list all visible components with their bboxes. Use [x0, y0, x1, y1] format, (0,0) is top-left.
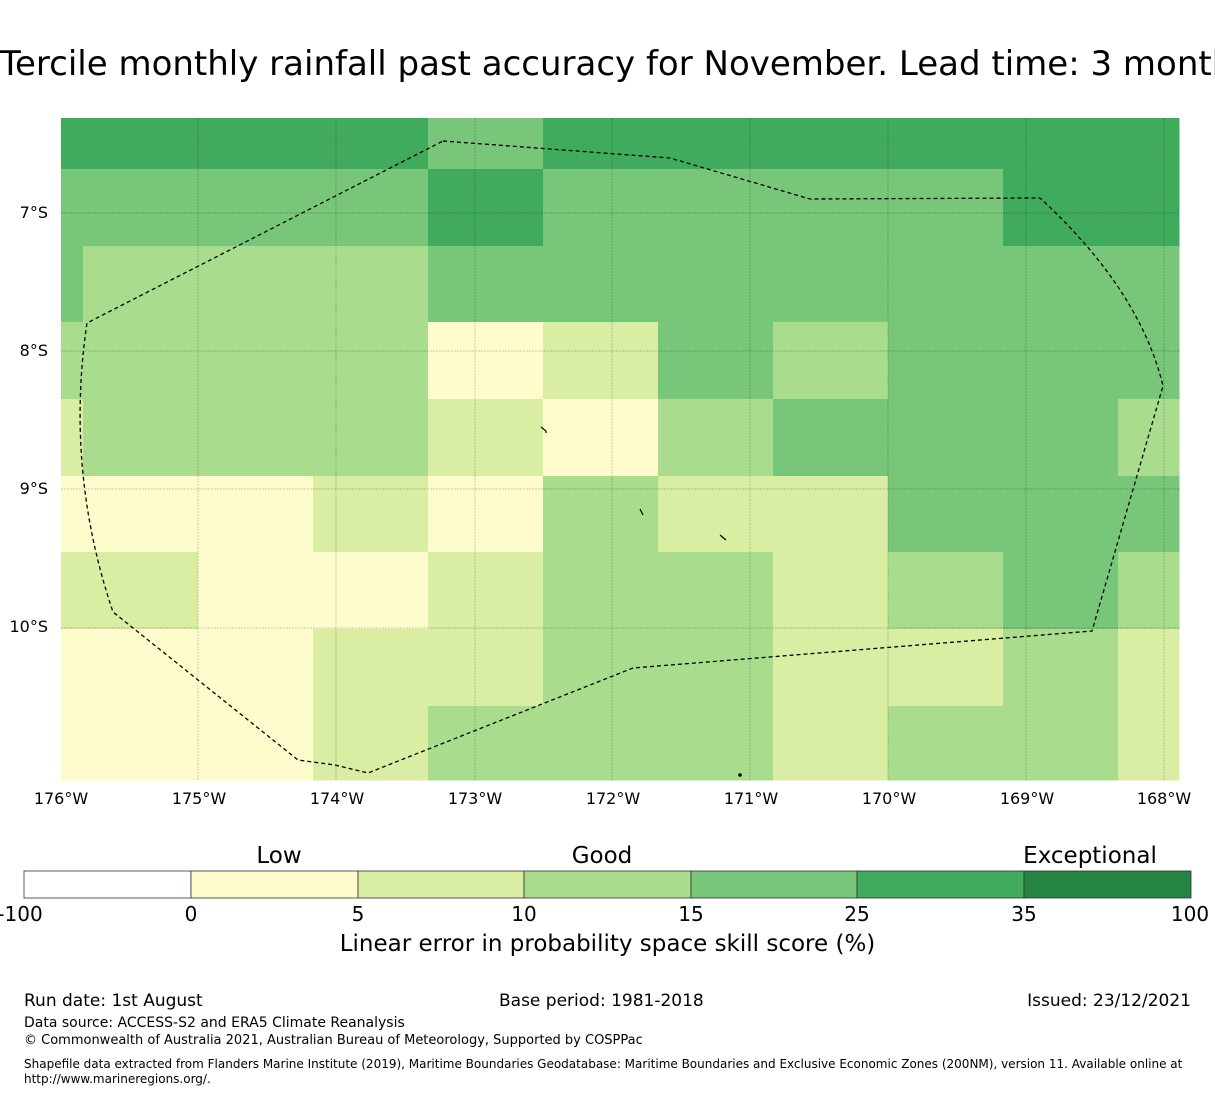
shapefile-url: http://www.marineregions.org/.	[24, 1072, 211, 1086]
colorbar-swatch	[23, 870, 192, 899]
skill-cell	[1118, 552, 1180, 630]
skill-cell	[543, 629, 774, 707]
lat-label: 10°S	[9, 617, 48, 636]
colorbar-swatch	[357, 870, 525, 899]
skill-cell	[428, 552, 544, 630]
skill-score-grid	[61, 118, 1180, 781]
skill-cell	[61, 476, 314, 553]
colorbar-tick: 10	[511, 902, 537, 926]
skill-cell	[428, 246, 1180, 323]
atoll-mark	[639, 508, 644, 516]
lon-label: 170°W	[861, 789, 917, 808]
skill-cell	[83, 399, 429, 477]
skill-cell	[313, 476, 429, 553]
skill-cell	[773, 629, 1004, 707]
data-source: Data source: ACCESS-S2 and ERA5 Climate …	[24, 1015, 405, 1031]
lon-label: 169°W	[999, 789, 1055, 808]
skill-cell	[888, 552, 1004, 630]
colorbar-tick: 25	[844, 902, 870, 926]
gridlines	[61, 118, 1179, 780]
run-date: Run date: 1st August	[24, 991, 203, 1011]
lon-label: 168°W	[1136, 789, 1192, 808]
skill-cell	[543, 322, 659, 400]
skill-cell	[61, 706, 314, 781]
lon-label: 173°W	[447, 789, 503, 808]
lon-label: 174°W	[309, 789, 365, 808]
colorbar-tick: 35	[1011, 902, 1037, 926]
skill-cell	[658, 476, 889, 553]
lat-label: 9°S	[19, 479, 48, 498]
skill-cell	[543, 118, 1180, 170]
skill-cell	[313, 629, 544, 707]
colorbar-tick: 15	[678, 902, 704, 926]
atoll-mark	[738, 773, 742, 777]
skill-cell	[543, 552, 774, 630]
colorbar-category-low: Low	[256, 843, 302, 869]
skill-cell	[543, 169, 1004, 247]
skill-cell	[1003, 629, 1119, 707]
atoll-mark	[540, 426, 547, 433]
skill-cell	[313, 706, 429, 781]
skill-cell	[773, 552, 889, 630]
map-title: Tercile monthly rainfall past accuracy f…	[0, 44, 1215, 84]
skill-cell	[428, 706, 774, 781]
base-period: Base period: 1981-2018	[499, 991, 704, 1011]
colorbar-label: Linear error in probability space skill …	[339, 931, 876, 957]
skill-cell	[428, 169, 544, 247]
skill-cell	[1003, 169, 1180, 247]
colorbar-tick: 100	[1170, 902, 1210, 926]
skill-cell	[543, 476, 659, 553]
lon-label: 176°W	[33, 789, 89, 808]
skill-cell	[888, 706, 1119, 781]
lat-label: 7°S	[19, 203, 48, 222]
atoll-marks	[540, 426, 742, 777]
skill-cell	[61, 118, 429, 170]
skill-cell	[61, 246, 84, 323]
skill-cell	[61, 629, 314, 707]
shapefile-credit: Shapefile data extracted from Flanders M…	[24, 1057, 1183, 1071]
colorbar-swatch	[856, 870, 1025, 899]
colorbar	[23, 870, 1192, 899]
colorbar-swatch	[190, 870, 359, 899]
skill-cell	[658, 399, 774, 477]
atoll-mark	[719, 534, 727, 541]
colorbar-tick: -100	[0, 902, 43, 926]
skill-cell	[1118, 399, 1180, 477]
skill-cell	[888, 476, 1180, 553]
colorbar-tick: 5	[351, 902, 365, 926]
skill-cell	[773, 399, 1119, 477]
skill-cell	[773, 706, 889, 781]
colorbar-category-exceptional: Exceptional	[1023, 843, 1157, 869]
skill-cell	[61, 169, 429, 247]
skill-cell	[888, 322, 1180, 400]
skill-cell	[198, 552, 429, 630]
eez-boundary	[79, 140, 1164, 774]
skill-cell	[543, 399, 659, 477]
colorbar-category-good: Good	[571, 843, 633, 869]
skill-cell	[428, 322, 544, 400]
skill-cell	[428, 399, 544, 477]
colorbar-tick: 0	[184, 902, 198, 926]
skill-cell	[1118, 706, 1180, 781]
lon-label: 175°W	[171, 789, 227, 808]
skill-cell	[1003, 552, 1119, 630]
issued-date: Issued: 23/12/2021	[1027, 991, 1191, 1011]
skill-cell	[61, 552, 199, 630]
colorbar-swatch	[690, 870, 858, 899]
skill-cell	[773, 322, 889, 400]
skill-cell	[61, 322, 429, 400]
lat-label: 8°S	[19, 341, 48, 360]
skill-cell	[1118, 629, 1180, 707]
colorbar-swatch	[1023, 870, 1192, 899]
skill-cell	[83, 246, 429, 323]
skill-cell	[61, 399, 84, 477]
lon-label: 171°W	[723, 789, 779, 808]
skill-cell	[428, 476, 544, 553]
copyright: © Commonwealth of Australia 2021, Austra…	[24, 1033, 643, 1048]
skill-cell	[658, 322, 774, 400]
colorbar-swatch	[523, 870, 692, 899]
lon-label: 172°W	[585, 789, 641, 808]
